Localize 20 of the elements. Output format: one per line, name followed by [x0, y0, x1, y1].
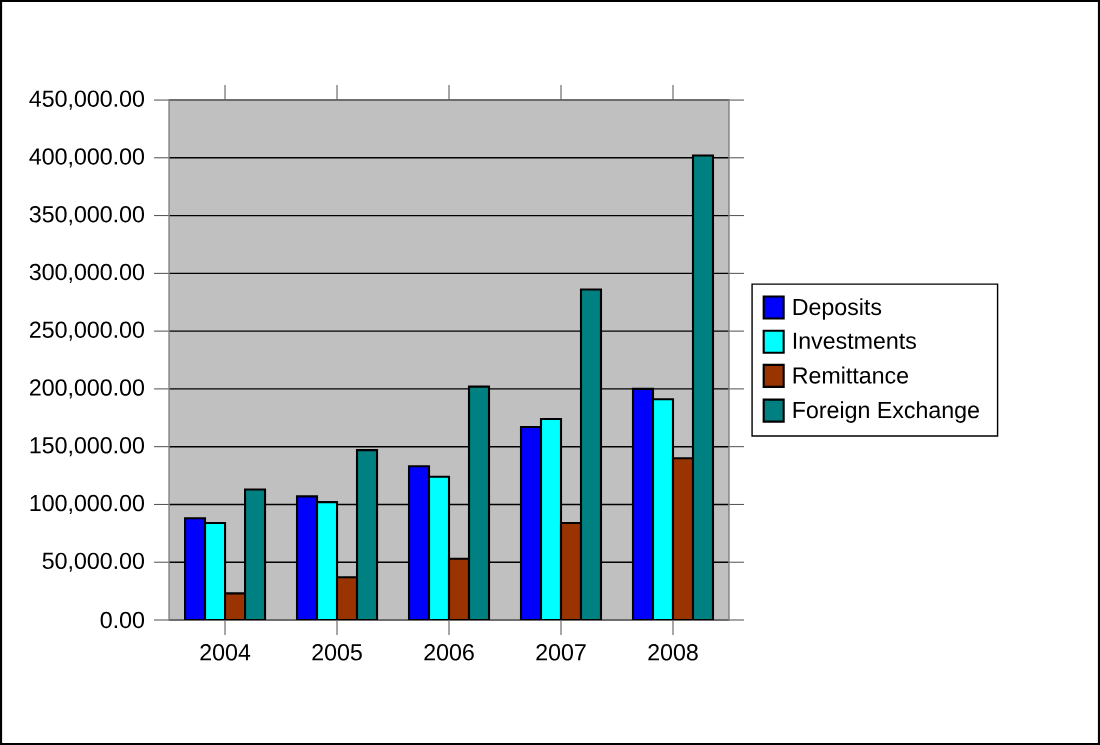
y-tick-label: 400,000.00: [29, 148, 144, 168]
legend-label: Deposits: [793, 298, 882, 320]
y-tick-label: 350,000.00: [29, 205, 144, 226]
y-tick-label: 450,000.00: [29, 90, 144, 110]
y-tick-label: 200,000.00: [29, 379, 144, 399]
y-tick-label: 250,000.00: [29, 321, 144, 341]
x-tick-label: 2006: [424, 644, 474, 661]
y-tick-label: 0.00: [100, 611, 145, 629]
y-tick-label: 300,000.00: [29, 263, 144, 283]
legend-label: Foreign Exchange: [793, 401, 979, 423]
bar: [691, 154, 715, 620]
x-tick-label: 2005: [312, 644, 362, 661]
y-tick-label: 150,000.00: [30, 437, 144, 457]
x-tick-label: 2004: [200, 644, 251, 661]
y-tick-label: 100,000.00: [30, 494, 144, 515]
legend-label: Investments: [793, 332, 916, 349]
legend-label: Remittance: [793, 366, 909, 384]
x-tick-label: 2007: [536, 644, 586, 661]
y-tick-label: 50,000.00: [42, 552, 145, 572]
x-tick-label: 2008: [648, 644, 698, 661]
